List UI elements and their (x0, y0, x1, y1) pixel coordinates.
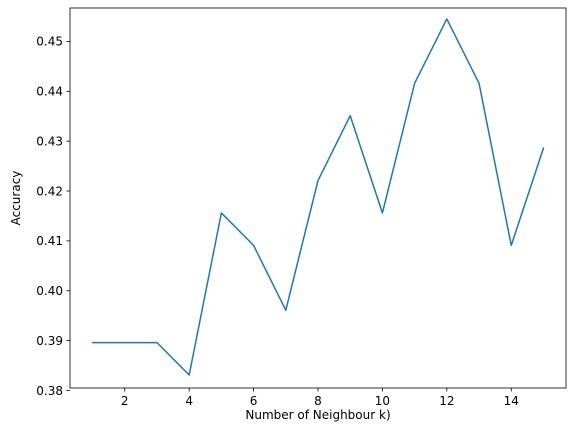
axes-frame (69, 7, 567, 389)
x-tick-label: 8 (314, 394, 322, 408)
x-tick-label: 6 (250, 394, 258, 408)
y-tick-label: 0.44 (36, 85, 63, 99)
y-tick-label: 0.45 (36, 35, 63, 49)
series-line (91, 18, 545, 376)
y-tick-label: 0.40 (36, 284, 63, 298)
x-axis-label: Number of Neighbour k) (245, 408, 390, 422)
y-tick-label: 0.39 (36, 334, 63, 348)
x-axis-ticks: 2 4 6 8 10 12 14 (121, 388, 519, 408)
x-tick-label: 2 (121, 394, 129, 408)
y-axis-ticks: 0.38 0.39 0.40 0.41 0.42 0.43 0.44 0.45 (36, 35, 70, 398)
x-tick-label: 4 (185, 394, 193, 408)
x-tick-label: 14 (504, 394, 519, 408)
y-tick-label: 0.41 (36, 234, 63, 248)
x-tick-label: 12 (439, 394, 454, 408)
y-axis-label: Accuracy (9, 171, 23, 226)
y-tick-label: 0.43 (36, 134, 63, 148)
y-tick-label: 0.38 (36, 384, 63, 398)
series-layer (91, 18, 545, 376)
x-tick-label: 10 (375, 394, 390, 408)
y-tick-label: 0.42 (36, 184, 63, 198)
